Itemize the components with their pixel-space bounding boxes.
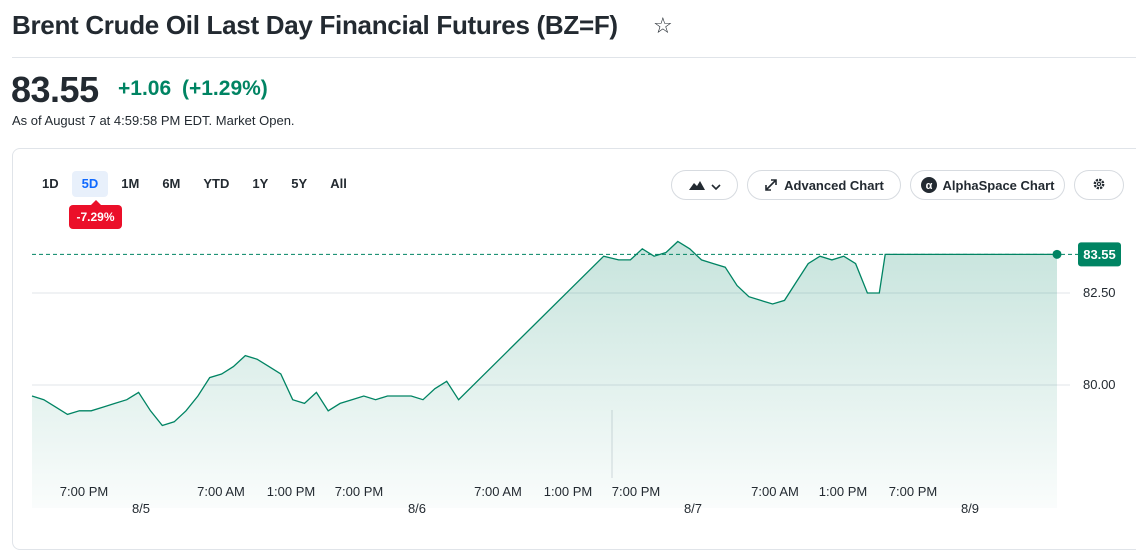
range-tab-6m[interactable]: 6M — [162, 176, 181, 191]
x-time-label: 7:00 AM — [197, 484, 245, 499]
alphaspace-chart-button[interactable]: α AlphaSpace Chart — [910, 170, 1065, 200]
x-time-label: 1:00 PM — [819, 484, 867, 499]
x-day-label: 8/9 — [961, 501, 979, 516]
range-tab-1m[interactable]: 1M — [121, 176, 140, 191]
star-icon[interactable]: ☆ — [653, 13, 673, 38]
price-area — [32, 241, 1057, 508]
range-tabs: 1D 5D 1M 6M YTD 1Y 5Y All — [32, 171, 360, 197]
x-time-label: 1:00 PM — [267, 484, 315, 499]
x-day-label: 8/6 — [408, 501, 426, 516]
x-day-label: 8/5 — [132, 501, 150, 516]
y-tick-label: 80.00 — [1083, 377, 1116, 392]
x-time-label: 7:00 PM — [60, 484, 108, 499]
x-time-label: 1:00 PM — [544, 484, 592, 499]
range-tab-all[interactable]: All — [330, 176, 347, 191]
range-tab-5d[interactable]: 5D — [71, 171, 109, 197]
quote-timestamp: As of August 7 at 4:59:58 PM EDT. Market… — [12, 113, 295, 128]
price-line — [31, 240, 1057, 427]
chart-type-button[interactable] — [671, 170, 738, 200]
advanced-chart-label: Advanced Chart — [784, 177, 884, 193]
current-price-tag — [1078, 242, 1121, 267]
mountain-chart-icon — [688, 180, 705, 190]
x-time-label: 7:00 PM — [612, 484, 660, 499]
current-price-dot — [1052, 249, 1062, 259]
svg-text:α: α — [925, 180, 932, 192]
x-day-label: 8/7 — [684, 501, 702, 516]
range-tab-ytd[interactable]: YTD — [203, 176, 230, 191]
range-tab-5y[interactable]: 5Y — [291, 176, 308, 191]
y-tick-label: 82.50 — [1083, 285, 1116, 300]
price-change: +1.06 — [118, 77, 172, 100]
x-time-label: 7:00 AM — [474, 484, 522, 499]
gear-icon — [1092, 177, 1106, 194]
price-chart: 80.00 82.50 83.55 7:00 PM 7:00 AM 1:00 PM 7:00… — [31, 240, 1121, 516]
expand-icon — [764, 178, 778, 192]
header-divider — [12, 57, 1136, 58]
alphaspace-logo-icon: α — [920, 177, 937, 193]
x-time-label: 7:00 PM — [335, 484, 383, 499]
x-time-label: 7:00 AM — [751, 484, 799, 499]
price-change-percent: (+1.29%) — [182, 77, 268, 100]
range-tab-1d[interactable]: 1D — [42, 176, 59, 191]
page-title: Brent Crude Oil Last Day Financial Futur… — [12, 10, 618, 40]
alphaspace-chart-label: AlphaSpace Chart — [942, 177, 1055, 193]
current-price: 83.55 — [11, 69, 99, 110]
current-price-tag-label: 83.55 — [1083, 247, 1116, 262]
x-time-label: 7:00 PM — [889, 484, 937, 499]
range-tab-1y[interactable]: 1Y — [252, 176, 269, 191]
period-change-badge: -7.29% — [69, 200, 122, 229]
chevron-down-icon — [710, 178, 721, 193]
advanced-chart-button[interactable]: Advanced Chart — [747, 170, 901, 200]
settings-button[interactable] — [1074, 170, 1124, 200]
